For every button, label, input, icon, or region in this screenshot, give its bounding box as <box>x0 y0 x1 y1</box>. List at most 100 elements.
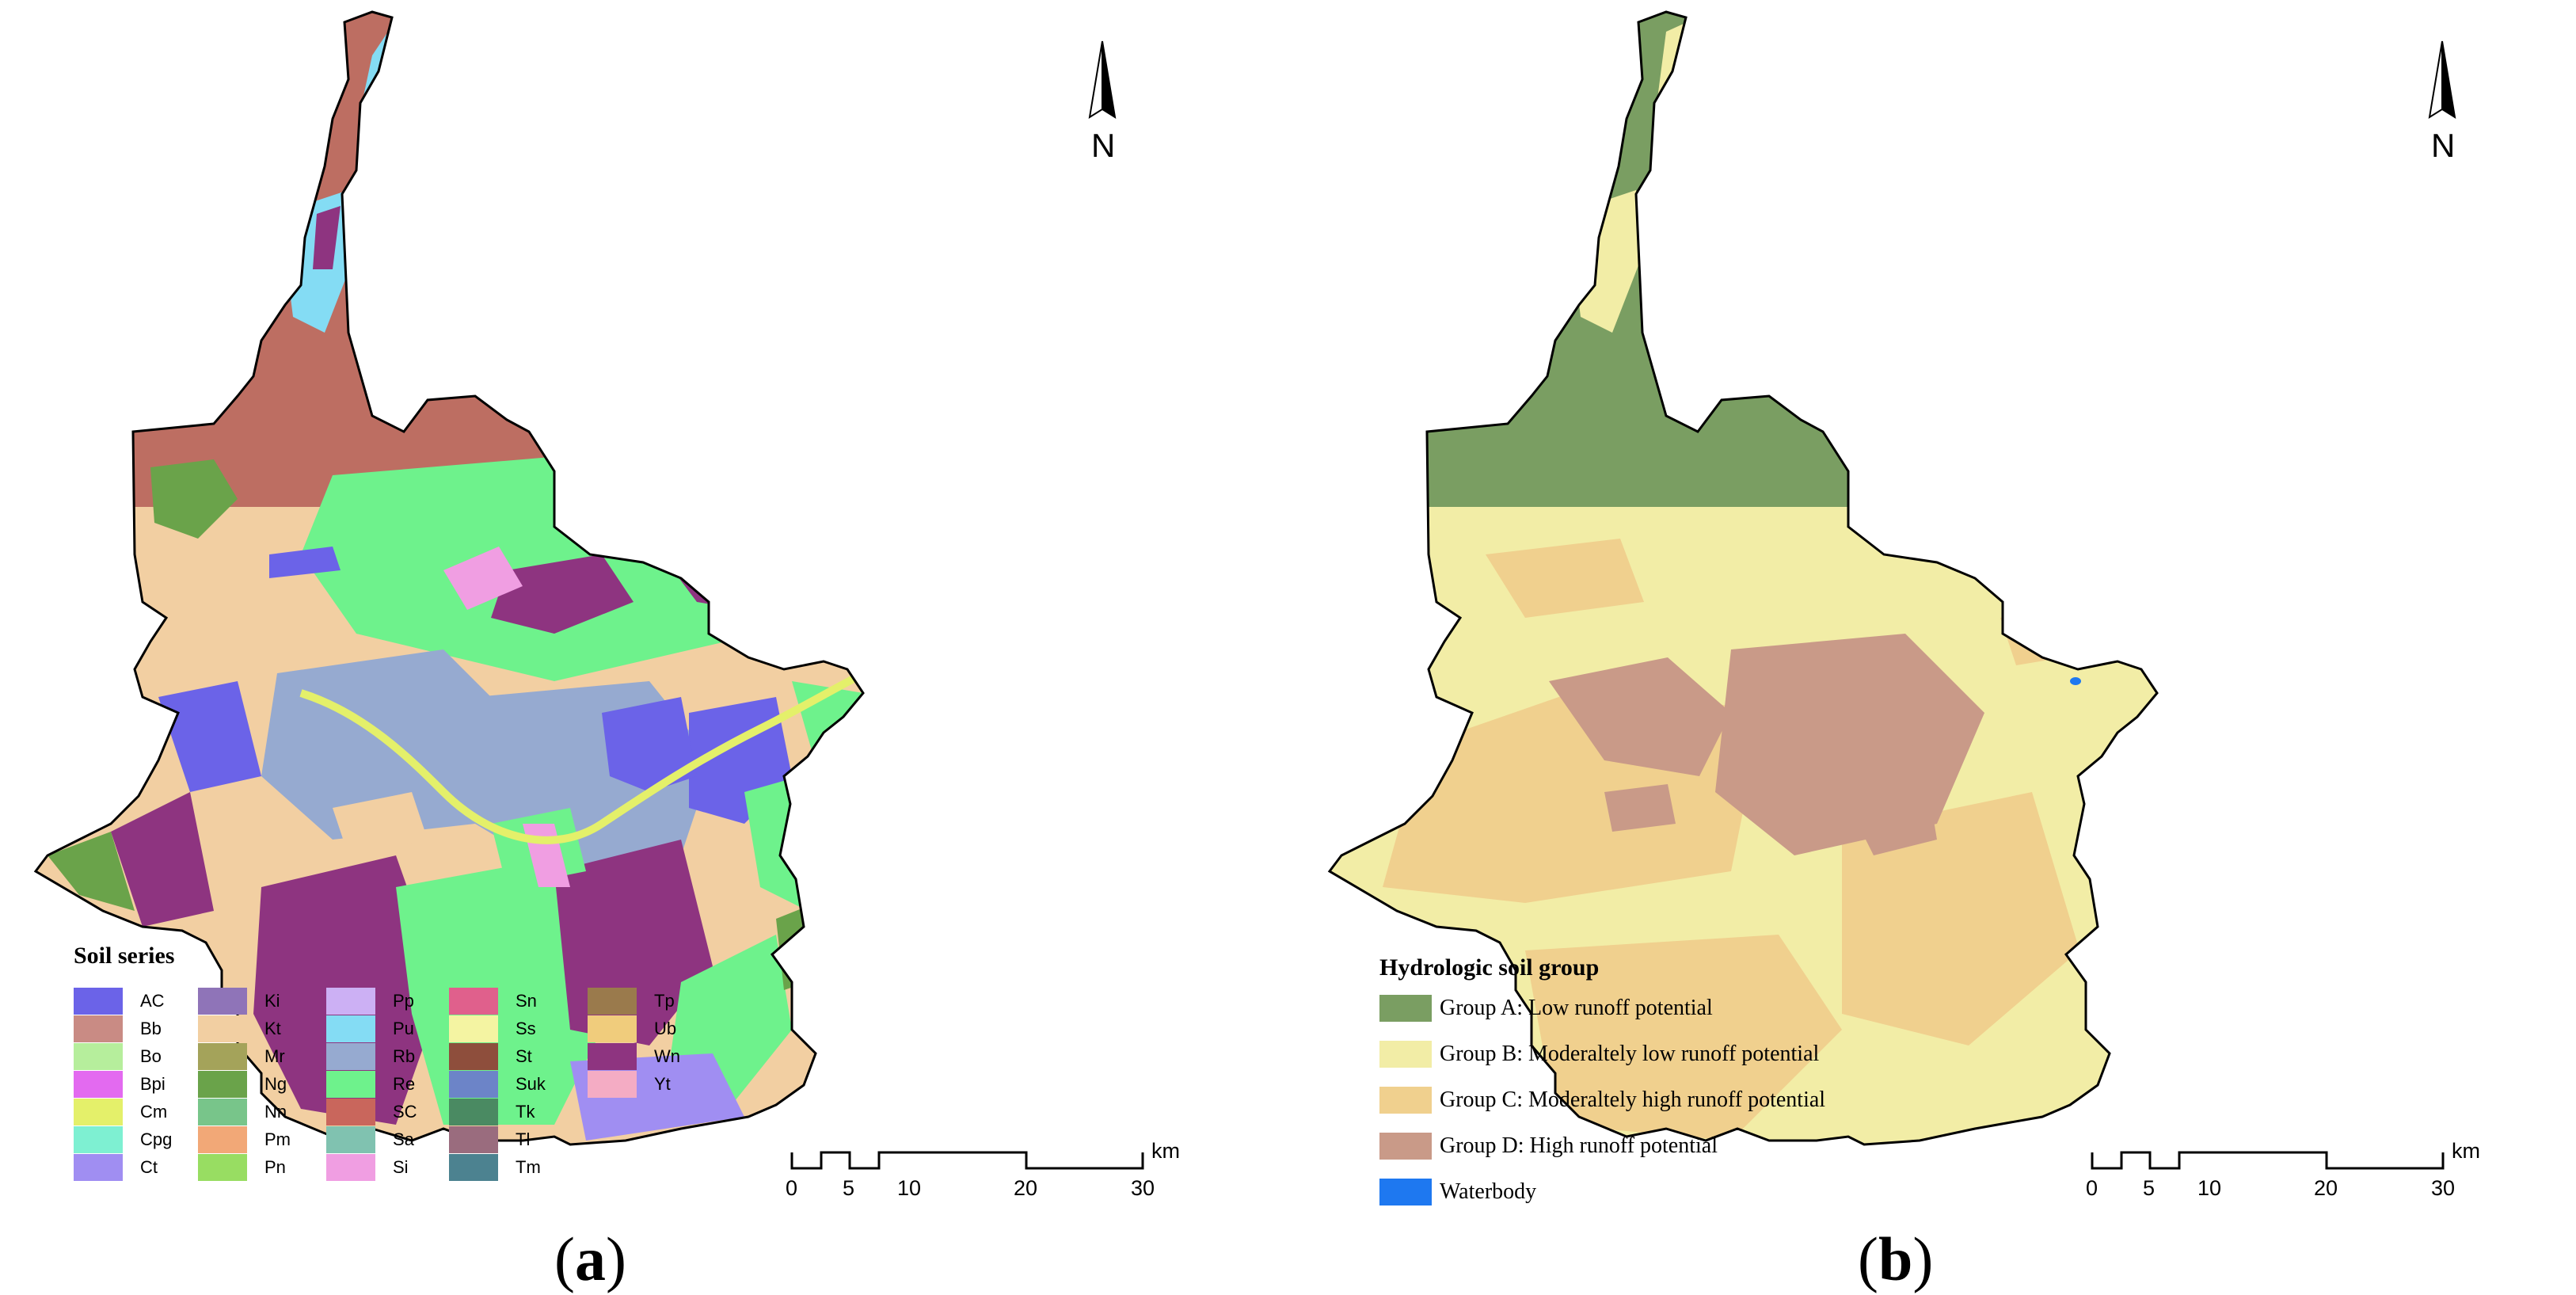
soil-legend-item: Tm <box>449 1154 541 1181</box>
soil-legend-swatch <box>198 1126 247 1153</box>
soil-legend-swatch <box>588 1071 637 1098</box>
soil-legend-label: Si <box>393 1157 409 1177</box>
soil-legend-item: Yt <box>588 1071 671 1098</box>
hsg-legend-swatch <box>1379 1179 1432 1205</box>
soil-legend-label: SC <box>393 1102 417 1122</box>
soil-legend-item: Ki <box>198 988 280 1015</box>
north-label: N <box>1091 127 1116 164</box>
soil-legend-item: Pu <box>326 1015 414 1042</box>
soil-legend-swatch <box>449 1015 498 1042</box>
hsg-legend-label: Waterbody <box>1440 1179 1537 1204</box>
soil-legend-swatch <box>326 1099 375 1126</box>
soil-legend-label: Tl <box>516 1129 531 1149</box>
soil-legend-item: Pn <box>198 1154 286 1181</box>
soil-legend-item: Suk <box>449 1071 546 1098</box>
scale-tick-0: 0 <box>786 1176 798 1200</box>
soil-legend-item: Ub <box>588 1015 676 1042</box>
soil-legend-item: Ng <box>198 1071 287 1098</box>
soil-legend-swatch <box>198 1015 247 1042</box>
soil-legend-item: Bb <box>74 1015 162 1042</box>
hsg-legend-label: Group A: Low runoff potential <box>1440 996 1713 1020</box>
soil-legend-label: Ng <box>264 1074 287 1094</box>
soil-legend-swatch <box>326 1071 375 1098</box>
soil-legend-label: Ki <box>264 991 280 1011</box>
soil-legend-label: Pu <box>393 1019 414 1038</box>
scale-tick-20: 20 <box>2314 1176 2338 1200</box>
hsg-legend-swatch <box>1379 995 1432 1022</box>
soil-legend-item: Sa <box>326 1126 414 1153</box>
soil-legend-item: Nn <box>198 1099 287 1126</box>
hsg-legend-item: Group C: Moderaltely high runoff potenti… <box>1379 1087 1825 1114</box>
soil-legend-swatch <box>449 1071 498 1098</box>
hydrologic-soil-group-map-panel: N 0 5 10 20 30 km Hydrologic soil group … <box>1288 0 2576 1295</box>
soil-legend-label: Bpi <box>140 1074 166 1094</box>
soil-legend-swatch <box>198 1099 247 1126</box>
panel-label-b: (b) <box>1858 1225 1934 1293</box>
north-label: N <box>2431 127 2456 164</box>
soil-legend-swatch <box>74 1015 123 1042</box>
panel-label-a: (a) <box>554 1225 626 1293</box>
soil-legend-swatch <box>74 1154 123 1181</box>
scale-tick-20: 20 <box>1014 1176 1038 1200</box>
north-arrow-icon <box>1088 40 1117 120</box>
soil-legend-item: Ss <box>449 1015 536 1042</box>
scale-bar <box>790 1151 1144 1170</box>
soil-legend-swatch <box>326 1015 375 1042</box>
scale-bar <box>2091 1151 2445 1170</box>
soil-legend-item: Si <box>326 1154 409 1181</box>
soil-legend-label: Pm <box>264 1129 291 1149</box>
hsg-legend-swatch <box>1379 1041 1432 1068</box>
soil-legend-swatch <box>198 1154 247 1181</box>
soil-legend-label: Sn <box>516 991 537 1011</box>
hsg-legend-item: Group A: Low runoff potential <box>1379 995 1713 1022</box>
soil-legend-label: AC <box>140 991 165 1011</box>
soil-legend-label: Kt <box>264 1019 281 1038</box>
soil-legend-item: Tp <box>588 988 675 1015</box>
soil-legend-item: Kt <box>198 1015 281 1042</box>
soil-legend-swatch <box>74 1071 123 1098</box>
soil-legend-label: Wn <box>654 1046 680 1066</box>
soil-legend-swatch <box>74 1043 123 1070</box>
soil-legend-swatch <box>588 988 637 1015</box>
scale-tick-10: 10 <box>897 1176 922 1200</box>
scale-unit: km <box>2452 1139 2480 1163</box>
soil-series-map <box>34 10 1144 1170</box>
soil-legend-swatch <box>588 1015 637 1042</box>
soil-legend-label: Tp <box>654 991 675 1011</box>
north-arrow-icon <box>2428 40 2456 120</box>
scale-tick-10: 10 <box>2197 1176 2222 1200</box>
hsg-legend-swatch <box>1379 1087 1432 1114</box>
soil-legend-item: Re <box>326 1071 415 1098</box>
soil-legend-item: Mr <box>198 1043 285 1070</box>
soil-legend-item: Wn <box>588 1043 680 1070</box>
soil-series-map-panel: N 0 5 10 20 30 km Soil series AC Bb Bo Bpi C… <box>34 10 1180 1293</box>
hsg-legend-item: Group D: High runoff potential <box>1379 1133 1718 1160</box>
soil-legend-swatch <box>449 1126 498 1153</box>
soil-legend-label: Sa <box>393 1129 414 1149</box>
soil-legend-item: Bo <box>74 1043 162 1070</box>
soil-legend-item: Pp <box>326 988 414 1015</box>
hsg-legend-label: Group C: Moderaltely high runoff potenti… <box>1440 1087 1826 1112</box>
scale-tick-0: 0 <box>2086 1176 2098 1200</box>
soil-legend-label: St <box>516 1046 532 1066</box>
hsg-legend-swatch <box>1379 1133 1432 1160</box>
hsg-legend-label: Group B: Moderaltely low runoff potentia… <box>1440 1042 1820 1066</box>
hsg-legend-title: Hydrologic soil group <box>1379 954 1600 981</box>
soil-legend-label: Bb <box>140 1019 162 1038</box>
soil-legend-swatch <box>198 1071 247 1098</box>
soil-legend-label: Re <box>393 1074 416 1094</box>
soil-legend-item: Tk <box>449 1099 535 1126</box>
soil-polygons <box>36 12 863 1145</box>
soil-legend-item: Rb <box>326 1043 415 1070</box>
soil-legend-label: Ub <box>654 1019 677 1038</box>
soil-legend-label: Cm <box>140 1102 168 1122</box>
soil-legend-label: Yt <box>654 1074 671 1094</box>
soil-legend-swatch <box>74 1099 123 1126</box>
soil-legend-swatch <box>449 1099 498 1126</box>
soil-legend-item: Cpg <box>74 1126 172 1153</box>
soil-legend-label: Bo <box>140 1046 162 1066</box>
soil-legend-item: Sn <box>449 988 537 1015</box>
soil-legend-label: Mr <box>264 1046 285 1066</box>
soil-legend-item: Cm <box>74 1099 167 1126</box>
soil-legend-label: Ss <box>516 1019 536 1038</box>
